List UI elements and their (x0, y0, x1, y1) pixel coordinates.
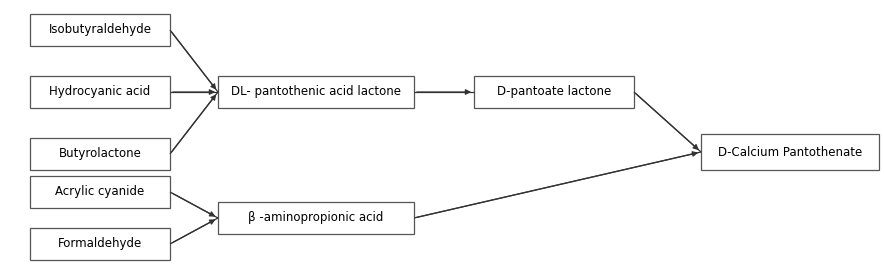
Text: D-pantoate lactone: D-pantoate lactone (497, 85, 611, 98)
Text: D-Calcium Pantothenate: D-Calcium Pantothenate (718, 146, 862, 158)
Text: Hydrocyanic acid: Hydrocyanic acid (50, 85, 150, 98)
Bar (701, 134, 879, 170)
Text: Formaldehyde: Formaldehyde (57, 237, 142, 251)
Text: Acrylic cyanide: Acrylic cyanide (56, 186, 145, 198)
Bar (218, 76, 414, 108)
Bar (30, 14, 170, 46)
Text: Butyrolactone: Butyrolactone (58, 148, 141, 160)
Text: DL- pantothenic acid lactone: DL- pantothenic acid lactone (231, 85, 401, 98)
Text: Isobutyraldehyde: Isobutyraldehyde (49, 23, 151, 37)
Bar (30, 176, 170, 208)
Bar (218, 202, 414, 234)
Bar (30, 228, 170, 260)
Text: β -aminopropionic acid: β -aminopropionic acid (248, 211, 384, 225)
Bar (30, 138, 170, 170)
Bar (30, 76, 170, 108)
Bar (474, 76, 634, 108)
